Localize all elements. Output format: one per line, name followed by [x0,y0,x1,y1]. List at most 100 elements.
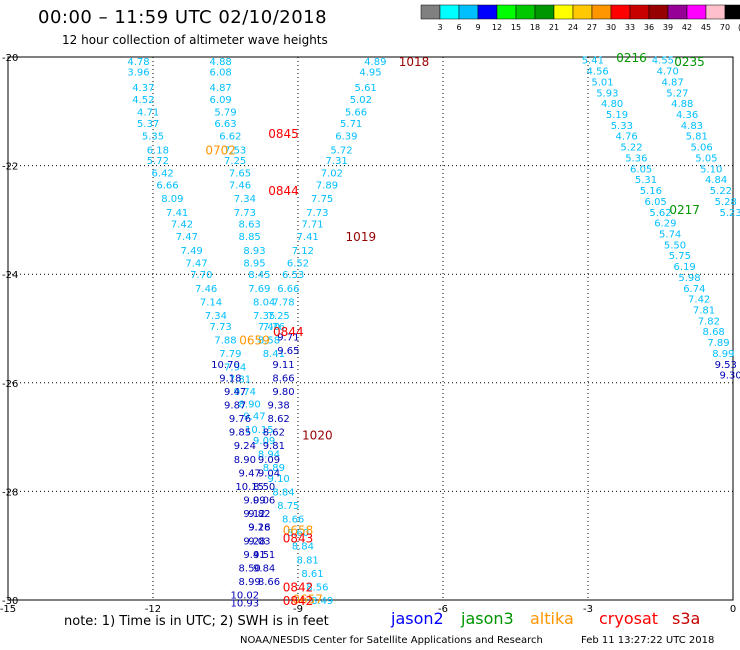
y-tick-label: -20 [2,53,18,64]
wave-height-point: 10.15 [235,482,264,493]
color-scale-swatch [572,4,593,20]
pass-time-label: 0235 [674,55,705,69]
wave-height-point: 5.81 [686,132,708,143]
wave-height-point: 9.24 [234,441,256,452]
wave-height-point: 5.37 [137,119,159,130]
color-scale-label: 15 [511,23,521,32]
wave-height-point: 10.70 [211,360,240,371]
wave-height-point: 5.41 [582,56,604,67]
x-tick-label: -3 [583,604,593,615]
wave-height-point: 5.72 [147,156,169,167]
chart-subtitle: 12 hour collection of altimeter wave hei… [62,33,328,47]
x-tick-label: -9 [293,604,303,615]
wave-height-point: 4.87 [210,83,232,94]
pass-time-label: 0843 [283,532,314,546]
wave-height-point: 4.88 [671,99,693,110]
wave-height-point: 9.11 [272,360,294,371]
credit-text: NOAA/NESDIS Center for Satellite Applica… [240,635,543,646]
wave-height-point: 7.82 [698,316,720,327]
wave-height-point: 5.05 [695,153,717,164]
wave-height-point: 9.38 [268,401,290,412]
wave-height-point: 9.28 [243,536,265,547]
wave-height-point: 4.89 [364,57,386,68]
wave-height-point: 5.02 [350,95,372,106]
color-scale-swatch [496,4,517,20]
wave-height-point: 7.25 [268,311,290,322]
wave-height-point: 8.66 [282,515,304,526]
chart-title: 00:00 – 11:59 UTC 02/10/2018 [38,7,328,28]
color-scale-label: 39 [663,23,673,32]
wave-height-point: 7.47 [176,232,198,243]
color-scale-swatch [686,4,707,20]
wave-height-point: 5.22 [710,186,732,197]
wave-height-point: 5.23 [719,208,740,219]
wave-height-point: 6.05 [630,164,652,175]
wave-height-point: 8.62 [268,414,290,425]
color-scale-label: 12 [492,23,502,32]
color-scale-label: 30 [606,23,616,32]
wave-height-point: 5.50 [664,240,686,251]
pass-time-label: 0702 [205,143,236,157]
wave-height-point: 7.53 [224,145,246,156]
wave-height-point: 8.84 [272,487,294,498]
wave-height-point: 7.79 [219,349,241,360]
wave-height-point: 5.22 [620,143,642,154]
wave-height-point: 8.09 [161,194,183,205]
wave-height-point: 6.53 [282,270,304,281]
wave-height-point: 5.98 [678,273,700,284]
wave-height-point: 5.36 [625,153,647,164]
wave-height-point: 8.66 [258,577,280,588]
wave-height-point: 8.81 [297,555,319,566]
x-tick-label: -12 [145,604,161,615]
color-scale-swatch [534,4,555,20]
wave-height-point: 4.78 [127,57,149,68]
wave-height-point: 6.63 [214,119,236,130]
pass-time-label: 1018 [399,55,430,69]
pass-time-label: 0844 [268,184,299,198]
satellite-legend-item: s3a [672,609,701,628]
wave-height-point: 9.30 [719,371,740,382]
wave-height-point: 10.93 [231,599,260,610]
pass-time-label: 0844 [273,325,304,339]
color-scale-label: 36 [644,23,654,32]
wave-height-point: 8.95 [243,258,265,269]
wave-height-point: 5.27 [666,88,688,99]
color-scale-swatch [439,4,460,20]
wave-height-point: 8.75 [277,501,299,512]
wave-height-point: 5.10 [700,164,722,175]
wave-height-point: 5.33 [611,121,633,132]
color-scale-label: 21 [549,23,559,32]
wave-height-point: 5.19 [606,110,628,121]
wave-height-point: 6.42 [152,169,174,180]
wave-height-point: 8.41 [263,349,285,360]
wave-height-point: 6.74 [683,284,705,295]
color-scale-swatch [515,4,536,20]
wave-height-point: 6.08 [210,68,232,79]
color-scale-label: 3 [437,23,442,32]
wave-height-point: 4.56 [587,67,609,78]
wave-height-point: 9.18 [248,523,270,534]
wave-height-point: 8.85 [239,232,261,243]
wave-height-point: 6.66 [277,284,299,295]
pass-time-label: 0842 [283,594,314,608]
wave-height-point: 5.61 [355,83,377,94]
wave-height-point: 4.88 [210,57,232,68]
wave-height-point: 7.75 [311,194,333,205]
wave-height-point: 9.84 [253,563,275,574]
wave-height-point: 7.76 [263,322,285,333]
color-scale-label: 18 [530,23,540,32]
wave-height-point: 7.42 [171,220,193,231]
wave-height-point: 8.89 [263,463,285,474]
wave-height-point: 9.04 [258,468,280,479]
x-tick-label: 0 [730,604,736,615]
wave-height-point: 9.65 [277,346,299,357]
wave-height-point: 9.26 [248,523,270,534]
wave-height-point: 6.19 [674,262,696,273]
wave-height-point: 3.96 [127,68,149,79]
wave-height-point: 7.34 [205,311,227,322]
wave-height-point: 7.42 [688,295,710,306]
pass-time-label: 0842 [283,580,314,594]
wave-height-point: 7.89 [316,181,338,192]
wave-height-point: 9.41 [243,550,265,561]
wave-height-point: 5.79 [214,107,236,118]
